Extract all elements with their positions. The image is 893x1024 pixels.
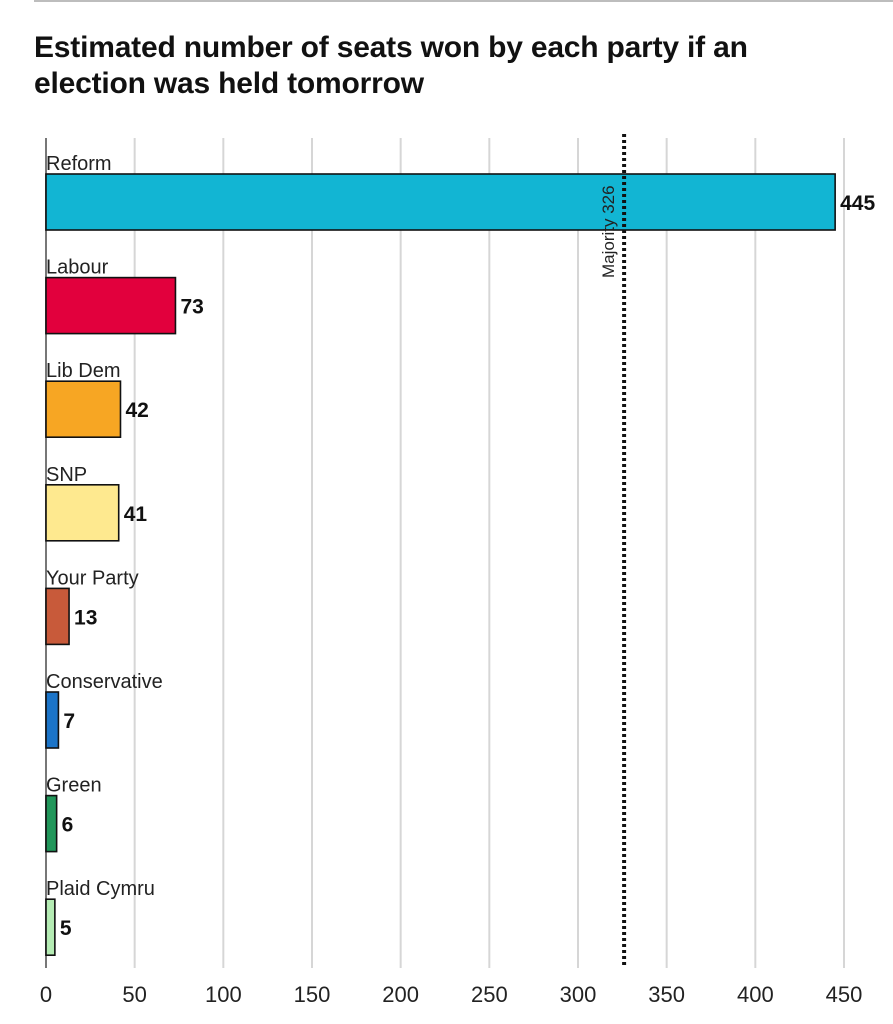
category-label-labour: Labour <box>46 257 109 279</box>
bar-lib-dem <box>45 380 122 439</box>
category-label-snp: SNP <box>46 464 87 486</box>
value-label-plaid-cymru: 5 <box>60 917 72 940</box>
value-label-lib-dem: 42 <box>125 399 148 422</box>
x-tick-label-0: 0 <box>40 982 52 1007</box>
chart-title-line-2: election was held tomorrow <box>34 67 424 100</box>
bar-plaid-cymru <box>45 898 56 957</box>
grid-lines <box>45 138 845 968</box>
value-label-your-party: 13 <box>74 606 97 629</box>
chart-title-line-1: Estimated number of seats won by each pa… <box>34 31 748 64</box>
x-tick-label-50: 50 <box>122 982 146 1007</box>
bar-green <box>45 794 58 853</box>
bar-snp <box>45 483 120 542</box>
x-axis-ticks: 0 50 100 150 200 250 300 350 400 450 <box>40 982 862 1007</box>
x-tick-label-300: 300 <box>560 982 597 1007</box>
value-label-green: 6 <box>62 814 74 837</box>
value-label-labour: 73 <box>180 296 203 319</box>
category-label-plaid-cymru: Plaid Cymru <box>46 878 155 900</box>
x-tick-label-450: 450 <box>826 982 863 1007</box>
value-label-reform: 445 <box>840 192 875 215</box>
bar-reform <box>45 173 836 231</box>
x-tick-label-350: 350 <box>648 982 685 1007</box>
value-label-conservative: 7 <box>63 710 75 733</box>
bar-labour <box>45 276 177 335</box>
category-label-reform: Reform <box>46 153 112 175</box>
x-tick-label-100: 100 <box>205 982 242 1007</box>
chart-title: Estimated number of seats won by each pa… <box>34 30 874 102</box>
top-rule <box>34 0 893 2</box>
majority-line-group: Majority 326 <box>599 134 627 968</box>
x-tick-label-150: 150 <box>294 982 331 1007</box>
x-tick-label-400: 400 <box>737 982 774 1007</box>
value-label-snp: 41 <box>124 503 148 526</box>
bar-conservative <box>45 691 60 749</box>
category-label-green: Green <box>46 775 102 797</box>
x-tick-label-200: 200 <box>382 982 419 1007</box>
x-tick-label-250: 250 <box>471 982 508 1007</box>
majority-label: Majority 326 <box>599 185 618 278</box>
category-label-your-party: Your Party <box>46 567 139 589</box>
category-label-conservative: Conservative <box>46 671 163 693</box>
bar-your-party <box>45 587 70 646</box>
category-label-lib-dem: Lib Dem <box>46 360 120 382</box>
